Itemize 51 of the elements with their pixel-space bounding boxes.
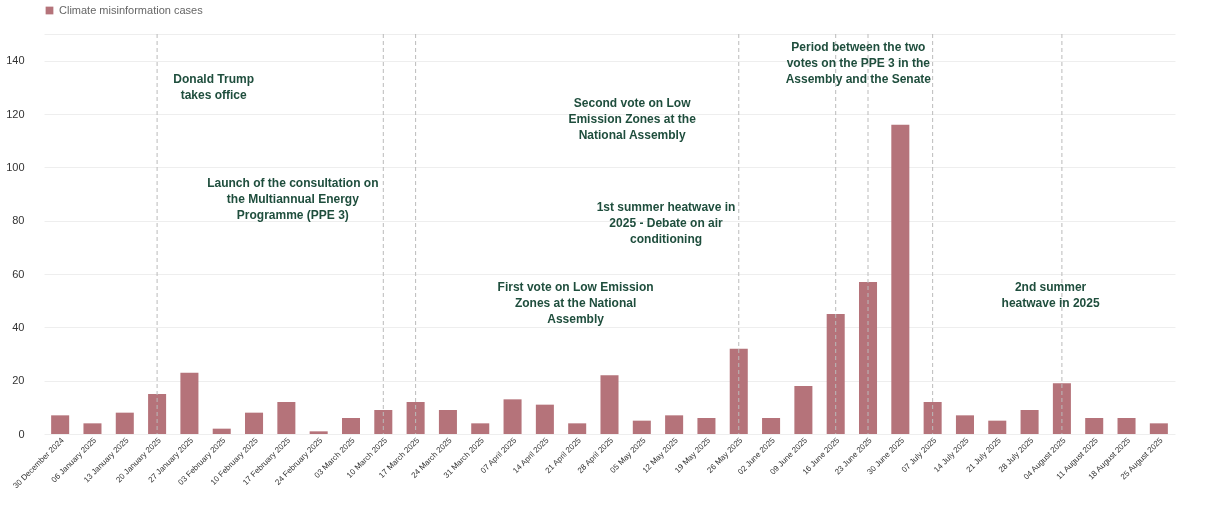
bar bbox=[212, 428, 231, 434]
annotation: Period between the two votes on the PPE 3 in the Assembly and the Senate bbox=[785, 40, 932, 86]
bar bbox=[277, 402, 296, 434]
y-tick-label: 40 bbox=[12, 320, 25, 333]
y-tick-label: 100 bbox=[6, 160, 25, 173]
bar bbox=[1085, 418, 1104, 434]
y-tick-label: 120 bbox=[6, 107, 25, 120]
bar bbox=[988, 420, 1007, 434]
bar bbox=[923, 402, 942, 434]
bar bbox=[438, 410, 457, 434]
bar bbox=[51, 415, 70, 434]
bar bbox=[891, 124, 910, 434]
y-tick-label: 60 bbox=[12, 267, 25, 280]
bar bbox=[1149, 423, 1168, 434]
annotation: 2nd summer heatwave in 2025 bbox=[1001, 280, 1100, 310]
bar bbox=[1052, 383, 1071, 434]
bar bbox=[762, 418, 781, 434]
bar bbox=[826, 314, 845, 434]
y-tick-label: 140 bbox=[6, 54, 25, 67]
bar bbox=[341, 418, 360, 434]
legend-label: Climate misinformation cases bbox=[59, 3, 204, 16]
y-tick-label: 0 bbox=[18, 427, 25, 440]
annotation: 1st summer heatwave in 2025 - Debate on air conditioning bbox=[596, 200, 736, 246]
bar bbox=[794, 386, 813, 434]
bar bbox=[503, 399, 522, 434]
y-tick-label: 80 bbox=[12, 214, 25, 227]
bar bbox=[600, 375, 619, 434]
bar bbox=[374, 410, 393, 434]
bar bbox=[148, 394, 167, 434]
annotation: Donald Trump takes office bbox=[173, 72, 254, 102]
y-tick-label: 20 bbox=[12, 374, 25, 387]
bar bbox=[309, 431, 328, 434]
bar bbox=[245, 412, 264, 434]
bar bbox=[471, 423, 490, 434]
bar bbox=[1020, 410, 1039, 434]
bar bbox=[729, 348, 748, 434]
bar bbox=[535, 404, 554, 434]
bar bbox=[859, 282, 878, 434]
bar bbox=[83, 423, 102, 434]
annotation: First vote on Low Emission Zones at the National Assembly bbox=[497, 280, 654, 326]
bar bbox=[115, 412, 134, 434]
bar bbox=[697, 418, 716, 434]
bar bbox=[180, 372, 199, 434]
bar bbox=[406, 402, 425, 434]
bar bbox=[1117, 418, 1136, 434]
bar bbox=[568, 423, 587, 434]
annotation: Second vote on Low Emission Zones at the National Assembly bbox=[568, 96, 697, 142]
bar bbox=[955, 415, 974, 434]
bar bbox=[632, 420, 651, 434]
bar bbox=[665, 415, 684, 434]
annotation: Launch of the consultation on the Multiannual Energy Programme (PPE 3) bbox=[207, 176, 379, 222]
